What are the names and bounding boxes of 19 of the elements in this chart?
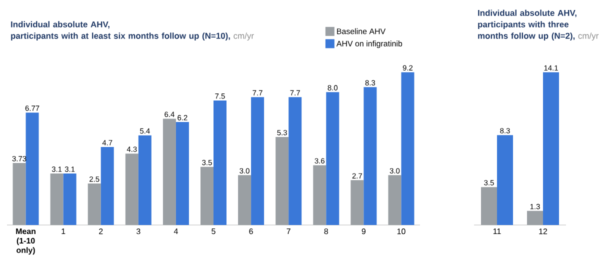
bar — [288, 97, 302, 225]
y-axis-title: cm/yr — [234, 32, 254, 40]
bar — [100, 146, 114, 225]
bar — [326, 92, 340, 225]
bar — [543, 72, 560, 225]
bar — [364, 87, 377, 225]
chart-title: Individual absolute AHV, — [478, 10, 576, 18]
bar — [401, 72, 414, 225]
chart-subtitle: participants with at least six months follow up (N=10), — [11, 32, 230, 40]
bar — [251, 97, 264, 225]
y-axis-title: cm/yr — [578, 32, 599, 40]
bar — [63, 174, 76, 225]
bar — [26, 112, 39, 225]
chart-title: Individual absolute AHV, — [11, 21, 110, 29]
bar — [138, 135, 152, 225]
bar — [176, 122, 189, 225]
bar — [214, 100, 227, 225]
chart-subtitle: participants with three months follow up (N=2), — [478, 21, 575, 40]
bar — [497, 135, 514, 225]
